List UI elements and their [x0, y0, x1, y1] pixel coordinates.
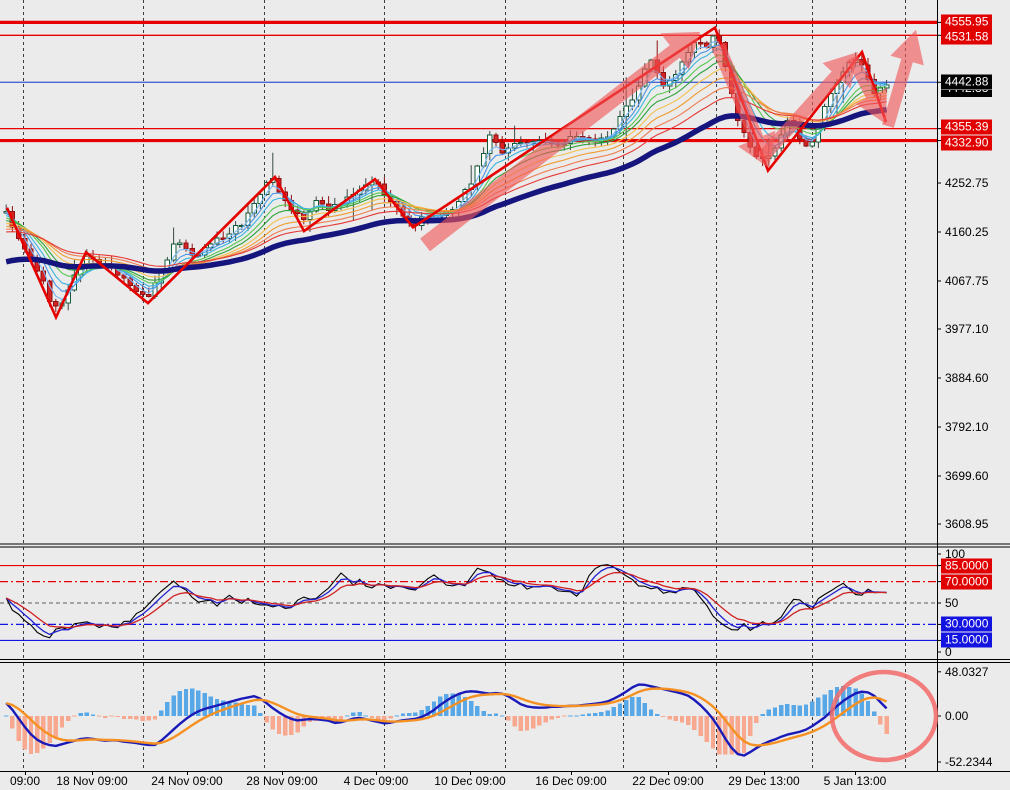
price-level-badge-current: 4442.88 [941, 74, 993, 90]
price-tick-label: 4160.25 [945, 224, 989, 239]
date-label: 4 Dec 09:00 [343, 774, 409, 788]
date-label: 10 Dec 09:00 [434, 774, 506, 788]
macd-scale-label: -52.2344 [945, 755, 993, 769]
annotations-layer [420, 29, 939, 763]
price-tick-label: 4252.75 [945, 176, 989, 190]
price-tick-label: 3884.60 [945, 370, 989, 385]
price-level-badge: 4355.39 [941, 119, 993, 135]
price-tick-label: 3977.10 [945, 322, 989, 336]
date-label: 24 Nov 09:00 [151, 774, 223, 788]
macd-scale-label: 48.0327 [945, 664, 989, 679]
oscillator-level-badge: 85.0000 [941, 558, 993, 574]
gridlines [23, 0, 906, 771]
highlight-ellipse [829, 669, 939, 763]
date-label: 28 Nov 09:00 [246, 774, 318, 788]
price-tick-label: 3608.95 [945, 517, 989, 531]
trend-arrow-5 [882, 29, 924, 128]
price-level-badge: 4332.90 [941, 135, 993, 151]
date-label: 29 Dec 13:00 [728, 774, 800, 788]
date-label: 16 Dec 09:00 [535, 774, 607, 788]
price-tick-label: 4067.75 [945, 273, 989, 288]
oscillator-level-badge: 30.0000 [941, 616, 993, 632]
trend-arrow-3 [757, 52, 858, 163]
date-label: 09:00 [9, 774, 41, 788]
trend-arrow-4 [846, 55, 887, 125]
oscillator-level-label: 50 [945, 596, 959, 610]
price-level-badge: 4555.95 [941, 14, 993, 30]
oscillator-level-badge: 70.0000 [941, 574, 993, 590]
macd-line [5, 683, 888, 757]
ma-ribbon-layer [5, 41, 888, 301]
oscillator-red-line [5, 571, 887, 629]
oscillator-level-label: 0 [945, 645, 952, 659]
date-label: 5 Jan 13:00 [823, 774, 887, 788]
date-label: 18 Nov 09:00 [56, 774, 128, 788]
oscillator-level-badge: 15.0000 [941, 632, 993, 648]
trend-arrow-1 [420, 31, 700, 252]
price-badge-clipped: 4442.88 [941, 90, 993, 97]
oscillator-layer [0, 564, 937, 642]
zigzag-layer [5, 25, 888, 321]
trend-arrow-2 [711, 43, 776, 168]
zigzag-line [5, 25, 888, 321]
price-tick-label: 3699.60 [945, 468, 989, 483]
date-label: 22 Dec 09:00 [632, 774, 704, 788]
price-level-badge: 4531.58 [941, 29, 993, 45]
price-tick-label: 3792.10 [945, 419, 989, 434]
macd-scale-label: 0.00 [945, 709, 969, 723]
macd-signal-line [5, 687, 888, 747]
oscillator-fast-line [5, 564, 887, 639]
macd-layer [4, 683, 889, 757]
oscillator-level-label: 100 [945, 547, 966, 561]
